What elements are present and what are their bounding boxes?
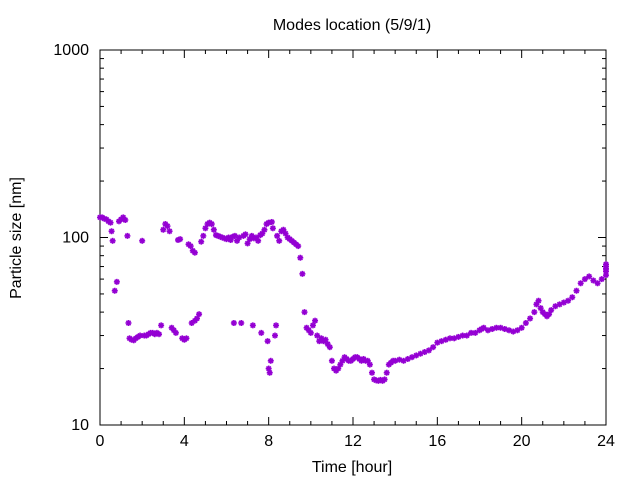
data-point [172, 329, 179, 336]
data-point [156, 331, 163, 338]
data-point [527, 315, 534, 322]
data-point [273, 322, 280, 329]
data-point [301, 309, 308, 316]
data-point [312, 317, 319, 324]
data-point [383, 369, 390, 376]
x-tick-label: 20 [513, 433, 531, 450]
data-point [446, 335, 453, 342]
data-point [463, 332, 470, 339]
data-point [594, 280, 601, 287]
x-tick-label: 24 [597, 433, 615, 450]
data-point [381, 376, 388, 383]
data-point [108, 228, 115, 235]
data-point [111, 287, 118, 294]
data-point [196, 311, 203, 318]
data-point [430, 344, 437, 351]
y-axis-label: Particle size [nm] [8, 177, 25, 299]
data-point [425, 347, 432, 354]
data-point [322, 336, 329, 343]
data-point [177, 236, 184, 243]
data-point [314, 332, 321, 339]
data-point [124, 232, 131, 239]
data-point [200, 232, 207, 239]
data-point [577, 280, 584, 287]
data-point [249, 322, 256, 329]
data-point [297, 254, 304, 261]
data-point [158, 322, 165, 329]
data-point [258, 329, 265, 336]
data-point [208, 221, 215, 228]
x-tick-label: 4 [180, 433, 189, 450]
data-point [586, 273, 593, 280]
x-axis-label: Time [hour] [312, 459, 392, 476]
data-point [274, 232, 281, 239]
data-point [565, 297, 572, 304]
x-tick-label: 0 [96, 433, 105, 450]
data-point [269, 225, 276, 232]
data-point [238, 319, 245, 326]
y-tick-label: 1000 [53, 42, 89, 59]
data-point [198, 238, 205, 245]
data-points [97, 214, 609, 384]
data-point [139, 237, 146, 244]
data-point [535, 297, 542, 304]
data-point [230, 319, 237, 326]
data-point [522, 319, 529, 326]
y-tick-label: 10 [71, 417, 89, 434]
data-point [472, 329, 479, 336]
data-point [242, 231, 249, 238]
x-tick-label: 8 [264, 433, 273, 450]
plot-frame [99, 49, 607, 426]
data-point [164, 223, 171, 230]
data-point [191, 249, 198, 256]
data-point [480, 324, 487, 331]
data-point [531, 309, 538, 316]
data-point [413, 352, 420, 359]
data-point [548, 307, 555, 314]
data-point [307, 329, 314, 336]
x-tick-label: 16 [428, 433, 446, 450]
data-point [193, 315, 200, 322]
data-point [264, 338, 271, 345]
data-point [183, 335, 190, 342]
data-point [603, 261, 609, 268]
axis-ticks: 0 4 8 12 16 20 24 10 100 1000 [53, 42, 615, 450]
data-point [368, 369, 375, 376]
data-point [261, 226, 268, 233]
data-point [125, 319, 132, 326]
data-point [166, 228, 173, 235]
data-point [109, 237, 116, 244]
data-point [598, 276, 605, 283]
x-tick-label: 12 [344, 433, 362, 450]
data-point [328, 357, 335, 364]
data-point [326, 344, 333, 351]
data-point [187, 243, 194, 250]
data-point [501, 326, 508, 333]
data-point [267, 357, 274, 364]
data-point [590, 277, 597, 284]
data-point [518, 324, 525, 331]
data-point [122, 216, 129, 223]
data-point [309, 322, 316, 329]
data-point [268, 218, 275, 225]
data-point [160, 226, 167, 233]
data-point [266, 369, 273, 376]
data-point [569, 294, 576, 301]
data-point [573, 287, 580, 294]
data-point [107, 219, 114, 226]
data-point [295, 243, 302, 250]
data-point [113, 278, 120, 285]
y-tick-label: 100 [62, 230, 89, 247]
data-point [299, 270, 306, 277]
data-point [255, 237, 262, 244]
data-point [210, 226, 217, 233]
data-point [366, 361, 373, 368]
data-point [276, 237, 283, 244]
data-point [514, 327, 521, 334]
chart-title: Modes location (5/9/1) [273, 17, 431, 34]
data-point [271, 332, 278, 339]
data-point [581, 276, 588, 283]
